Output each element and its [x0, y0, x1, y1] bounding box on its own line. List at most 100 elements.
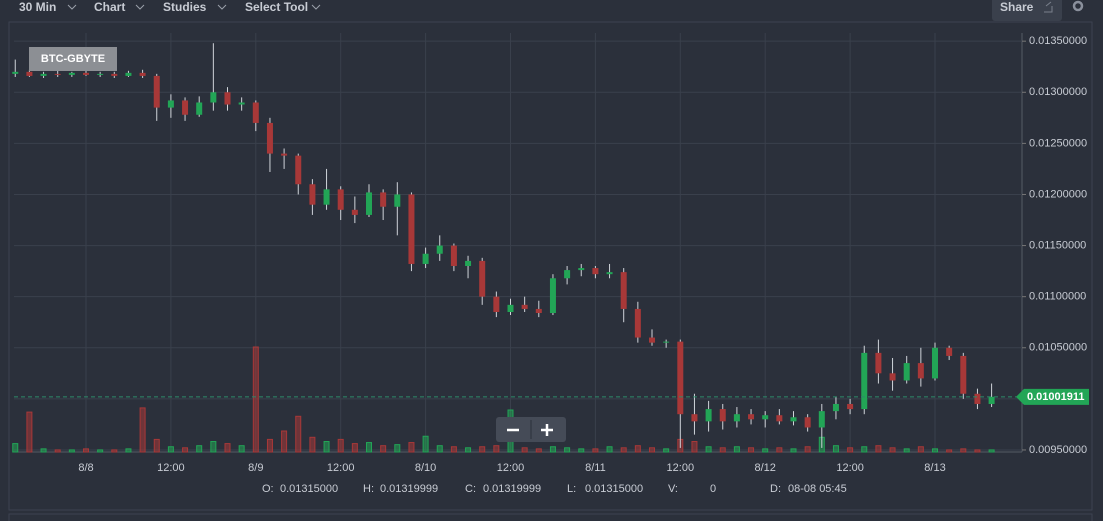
info-value: 0 — [710, 483, 716, 495]
studies-menu[interactable]: Studies — [163, 0, 207, 14]
candle-body — [790, 417, 797, 422]
x-tick-label: 12:00 — [497, 462, 525, 474]
last-price-tag — [1016, 388, 1089, 405]
x-tick-label: 12:00 — [667, 462, 695, 474]
candle-body — [351, 209, 358, 215]
share-button[interactable] — [992, 0, 1062, 21]
candle-body — [394, 194, 401, 207]
candle-body — [366, 192, 372, 215]
volume-bar — [125, 448, 132, 453]
y-tick-label: 0.01250000 — [1029, 137, 1087, 149]
candle-body — [97, 73, 104, 75]
info-label: L: — [567, 483, 576, 495]
candle-body — [450, 245, 457, 267]
volume-bar — [535, 448, 542, 453]
candle-body — [182, 100, 189, 115]
candle-body — [946, 347, 953, 356]
volume-bar — [26, 411, 33, 453]
tool-menu[interactable]: Select Tool — [245, 0, 308, 14]
chart-menu[interactable]: Chart — [94, 0, 125, 14]
y-tick-label: 0.01150000 — [1029, 239, 1086, 251]
candle-body — [988, 396, 995, 404]
candle-body — [408, 194, 415, 264]
candle-body — [932, 347, 938, 379]
info-label: H: — [363, 483, 374, 495]
volume-bar — [351, 443, 358, 453]
volume-bar — [153, 438, 160, 453]
candle-body — [847, 403, 854, 410]
y-tick-label: 0.01200000 — [1029, 188, 1087, 200]
chevron — [135, 4, 145, 10]
x-tick-label: 8/9 — [248, 462, 263, 474]
symbol-badge — [29, 47, 117, 71]
share-icon — [1044, 1, 1053, 13]
candle-body — [832, 403, 839, 412]
candle-body — [281, 153, 288, 156]
candle-body — [564, 270, 571, 279]
info-value: 0.01315000 — [585, 483, 643, 495]
candle-body — [634, 308, 641, 338]
candle-body — [903, 363, 910, 381]
y-tick-label: 0.01050000 — [1029, 342, 1087, 354]
interval-menu[interactable]: 30 Min — [19, 0, 56, 14]
volume-bar — [649, 447, 655, 453]
candle-body — [153, 75, 160, 108]
candle-body — [917, 363, 924, 379]
volume-bar — [97, 449, 104, 453]
candle-body — [465, 260, 472, 267]
candle-body — [26, 71, 33, 76]
volume-bar — [889, 447, 896, 453]
volume-bar — [12, 443, 19, 453]
candle-body — [762, 415, 769, 420]
volume-bar — [790, 448, 797, 453]
candle-body — [167, 100, 174, 108]
x-tick-label: 12:00 — [836, 462, 864, 474]
volume-bar — [83, 448, 89, 453]
candle-body — [125, 72, 132, 76]
candle-body — [323, 189, 330, 205]
volume-bar — [337, 438, 344, 453]
candle-body — [337, 189, 344, 210]
candle-body — [875, 352, 882, 374]
volume-bar — [394, 444, 401, 453]
candle-body — [295, 155, 302, 185]
volume-bar — [238, 445, 245, 453]
volume-bar — [549, 446, 556, 453]
volume-bar — [932, 448, 938, 453]
candle-body — [733, 414, 740, 422]
info-value: 0.01319999 — [380, 483, 438, 495]
candle-body — [252, 102, 259, 123]
candle-body — [535, 308, 542, 314]
candle-body — [238, 102, 245, 105]
candle-body — [507, 304, 514, 312]
share-label: Share — [1000, 0, 1034, 14]
volume-bar — [804, 446, 811, 453]
volume-bar — [606, 446, 613, 453]
volume-bar — [479, 446, 486, 453]
volume-bar — [592, 448, 599, 453]
x-tick-label: 12:00 — [327, 462, 355, 474]
chevron — [67, 4, 77, 10]
candle-body — [436, 245, 443, 254]
candle-body — [691, 414, 698, 422]
candle-body — [12, 71, 19, 74]
volume-bar — [847, 447, 854, 453]
volume-bar — [960, 448, 967, 453]
candle-body — [677, 341, 684, 415]
volume-bar — [422, 435, 429, 453]
volume-bar — [210, 441, 217, 453]
volume-bar — [705, 446, 712, 453]
x-tick-label: 8/12 — [754, 462, 775, 474]
volume-bar — [988, 449, 995, 453]
settings-icon[interactable] — [1072, 0, 1084, 12]
volume-bar — [436, 445, 443, 453]
candle-body — [592, 268, 599, 275]
symbol-label: BTC-GBYTE — [41, 53, 105, 65]
zoom-in[interactable] — [541, 424, 553, 436]
candle-body — [705, 409, 712, 422]
candle-body — [479, 260, 486, 297]
volume-bar — [465, 447, 472, 453]
chevron — [217, 4, 227, 10]
x-tick-label: 8/8 — [78, 462, 93, 474]
